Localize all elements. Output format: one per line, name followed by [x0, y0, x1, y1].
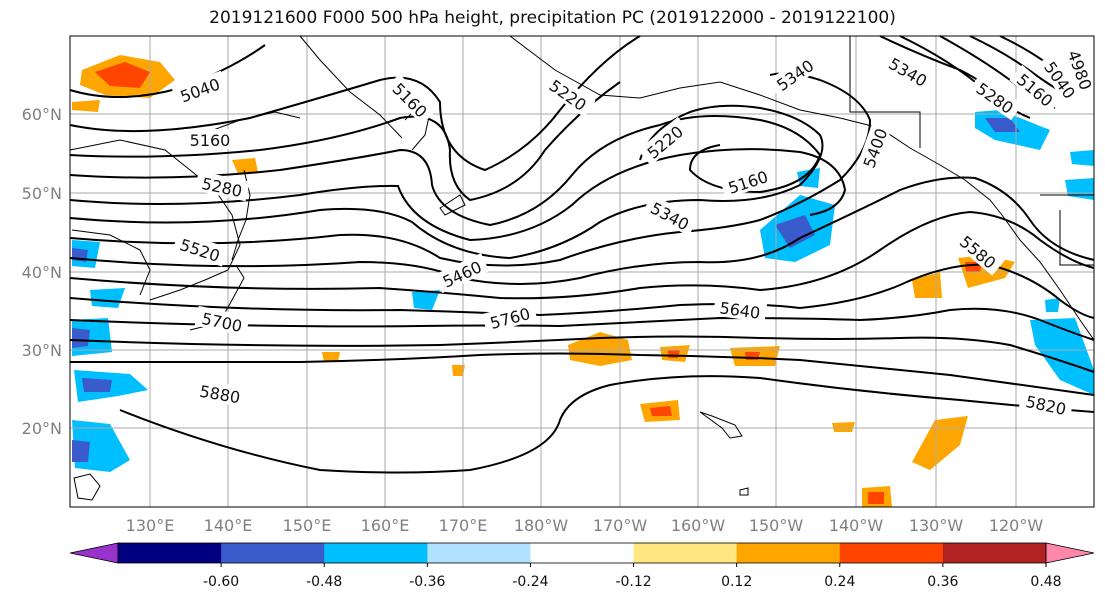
latitude-label: 40°N — [22, 263, 62, 282]
latitude-label: 30°N — [22, 341, 62, 360]
colorbar-tick-label: -0.48 — [306, 574, 342, 590]
longitude-label: 120°W — [989, 516, 1044, 535]
longitude-label: 170°E — [439, 516, 488, 535]
longitude-label: 130°E — [126, 516, 175, 535]
colorbar-tick-label: 0.48 — [1030, 574, 1061, 590]
colorbar-min-extend — [69, 542, 119, 564]
colorbar-segment — [942, 543, 1047, 563]
latitude-label: 50°N — [22, 184, 62, 203]
colorbar-ticks: -0.60 -0.48 -0.36 -0.24 -0.12 0.12 0.24 0.36 0.4… — [203, 563, 1062, 590]
colorbar-tick-label: 0.36 — [927, 574, 958, 590]
longitude-label: 130°W — [909, 516, 964, 535]
longitude-label: 150°E — [283, 516, 332, 535]
longitude-label: 150°W — [749, 516, 804, 535]
colorbar — [69, 542, 1095, 564]
longitude-label: 180°W — [514, 516, 569, 535]
colorbar-tick-label: -0.12 — [615, 574, 651, 590]
colorbar-segment — [633, 543, 738, 563]
colorbar-segment — [427, 543, 531, 563]
latitude-labels: 60°N 50°N 40°N 30°N 20°N — [22, 105, 62, 438]
colorbar-tick-label: 0.12 — [721, 574, 752, 590]
precip-shading — [72, 55, 1094, 507]
longitude-label: 170°W — [593, 516, 648, 535]
colorbar-segment — [839, 543, 944, 563]
colorbar-tick-label: -0.60 — [203, 574, 239, 590]
latitude-label: 20°N — [22, 419, 62, 438]
longitude-label: 160°E — [361, 516, 410, 535]
longitude-labels: 130°E 140°E 150°E 160°E 170°E 180°W 170°W 160°W… — [126, 516, 1044, 535]
latitude-label: 60°N — [22, 105, 62, 124]
map-frame — [69, 35, 1095, 508]
colorbar-segment — [118, 543, 222, 563]
map-title: 2019121600 F000 500 hPa height, precipit… — [209, 8, 896, 28]
colorbar-segment — [530, 543, 635, 563]
longitude-label: 140°W — [829, 516, 884, 535]
longitude-label: 140°E — [204, 516, 253, 535]
colorbar-tick-label: -0.36 — [409, 574, 445, 590]
colorbar-segment — [324, 543, 428, 563]
colorbar-tick-label: 0.24 — [824, 574, 855, 590]
longitude-label: 160°W — [671, 516, 726, 535]
colorbar-segment — [221, 543, 325, 563]
colorbar-segment — [736, 543, 841, 563]
colorbar-tick-label: -0.24 — [512, 574, 548, 590]
colorbar-max-extend — [1045, 542, 1095, 564]
contour-label: 5160 — [190, 131, 231, 150]
